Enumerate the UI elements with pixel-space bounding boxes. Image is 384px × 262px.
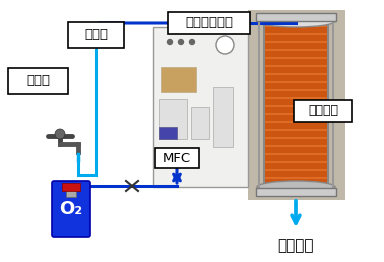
Text: MFC: MFC: [163, 151, 191, 165]
FancyBboxPatch shape: [256, 188, 336, 196]
FancyBboxPatch shape: [248, 10, 345, 200]
FancyBboxPatch shape: [62, 183, 80, 191]
FancyBboxPatch shape: [256, 13, 336, 21]
Circle shape: [179, 40, 184, 45]
Circle shape: [55, 129, 65, 139]
FancyBboxPatch shape: [52, 181, 90, 237]
FancyBboxPatch shape: [159, 99, 187, 139]
FancyBboxPatch shape: [191, 107, 209, 139]
FancyBboxPatch shape: [213, 87, 233, 147]
Circle shape: [167, 40, 172, 45]
FancyBboxPatch shape: [153, 27, 248, 187]
Text: オゾナイザー: オゾナイザー: [185, 17, 233, 30]
Ellipse shape: [257, 181, 335, 193]
FancyBboxPatch shape: [68, 22, 124, 48]
FancyBboxPatch shape: [294, 100, 352, 122]
Circle shape: [216, 36, 234, 54]
FancyBboxPatch shape: [8, 68, 68, 94]
Text: 流量計: 流量計: [84, 29, 108, 41]
Ellipse shape: [257, 15, 335, 27]
FancyBboxPatch shape: [66, 187, 76, 197]
FancyBboxPatch shape: [161, 67, 196, 92]
Text: 水道水: 水道水: [26, 74, 50, 88]
FancyBboxPatch shape: [168, 12, 250, 34]
Text: オゾン水: オゾン水: [278, 238, 314, 254]
FancyBboxPatch shape: [159, 127, 177, 139]
FancyBboxPatch shape: [155, 148, 199, 168]
FancyBboxPatch shape: [264, 24, 328, 190]
Text: ミキサー: ミキサー: [308, 105, 338, 117]
Circle shape: [189, 40, 195, 45]
Text: O₂: O₂: [60, 200, 83, 218]
